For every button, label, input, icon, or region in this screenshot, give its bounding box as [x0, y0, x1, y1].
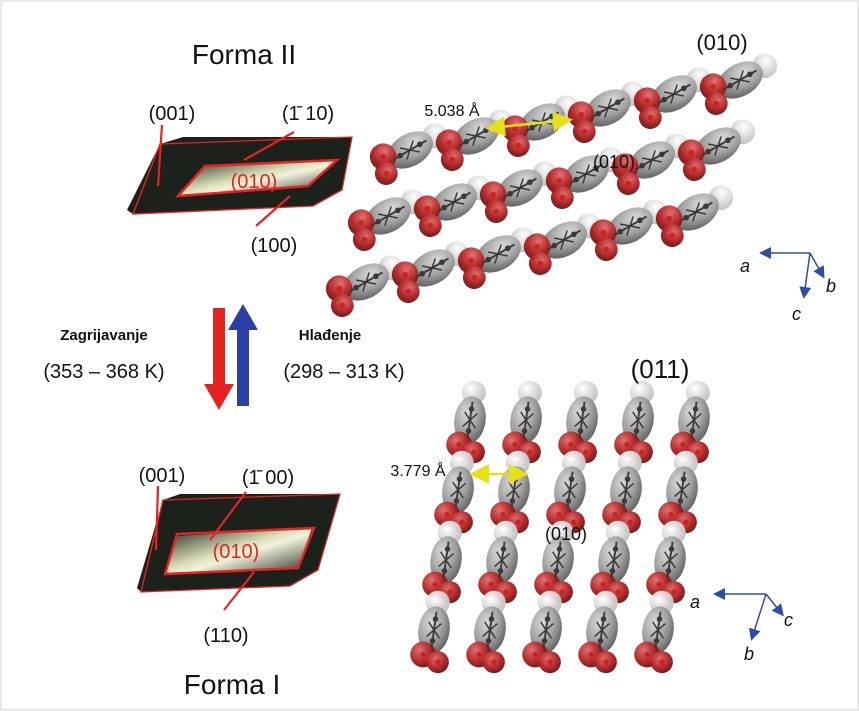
axis-b-bottom: b — [744, 644, 754, 664]
molecule — [410, 590, 450, 674]
cooling-label: Hlađenje — [299, 327, 362, 344]
axis-a-bottom: a — [690, 592, 700, 612]
distance-label-bottom: 3.779 Å — [390, 461, 445, 480]
axes-bottom — [713, 588, 784, 641]
inner-plane-label-top: (010) — [593, 152, 635, 172]
form-i-face-110: (110) — [203, 625, 248, 647]
molecule — [578, 590, 618, 674]
form-ii-face-010: (010) — [231, 171, 278, 193]
form-ii-crystal — [127, 124, 353, 227]
molecule — [479, 161, 558, 223]
heating-label: Zagrijavanje — [60, 327, 148, 344]
form-i-title: Forma I — [184, 669, 280, 700]
molecule — [434, 450, 474, 534]
molecule — [478, 520, 518, 604]
form-i-face-010: (010) — [213, 541, 260, 563]
form-ii-face-110: (1̄ 10) — [282, 103, 334, 125]
form-ii-title: Forma II — [192, 39, 296, 70]
molecule — [534, 520, 574, 604]
molecular-packing-011 — [410, 380, 710, 674]
form-i-face-001: (001) — [139, 465, 186, 487]
molecule — [646, 520, 686, 604]
axis-c-bottom: c — [784, 610, 793, 630]
molecule — [502, 380, 542, 464]
axis-c-top: c — [792, 304, 801, 324]
molecule — [558, 380, 598, 464]
molecule — [614, 380, 654, 464]
form-i-crystal — [137, 485, 341, 611]
form-ii-face-100: (100) — [251, 235, 298, 257]
molecule — [677, 119, 756, 181]
molecule — [546, 450, 586, 534]
molecule — [422, 520, 462, 604]
plane-label-top: (010) — [696, 30, 747, 55]
axis-b-top: b — [826, 276, 836, 296]
molecule — [590, 520, 630, 604]
axis-a-top: a — [740, 256, 750, 276]
heating-range: (353 – 368 K) — [43, 361, 164, 383]
form-i-face-100: (1̄ 00) — [242, 467, 294, 489]
form-ii-face-001: (001) — [149, 103, 196, 125]
cooling-range: (298 – 313 K) — [283, 361, 404, 383]
molecule — [658, 450, 698, 534]
axes-top — [759, 247, 825, 299]
molecule — [446, 380, 486, 464]
molecule — [369, 123, 448, 185]
molecule — [670, 380, 710, 464]
cooling-arrow — [228, 304, 258, 406]
molecule — [522, 590, 562, 674]
molecule — [466, 590, 506, 674]
molecule — [699, 53, 778, 115]
heating-arrow — [204, 308, 234, 410]
molecular-packing-010 — [325, 53, 778, 317]
molecule — [413, 175, 492, 237]
inner-plane-label-bottom: (010) — [545, 524, 587, 544]
molecule — [634, 590, 674, 674]
molecule — [347, 189, 426, 251]
distance-label-top: 5.038 Å — [424, 101, 479, 120]
molecule — [611, 133, 690, 195]
molecule — [567, 81, 646, 143]
molecule — [655, 185, 734, 247]
molecule — [633, 67, 712, 129]
plane-label-bottom: (011) — [631, 354, 690, 384]
distance-arrow-top — [485, 111, 573, 137]
